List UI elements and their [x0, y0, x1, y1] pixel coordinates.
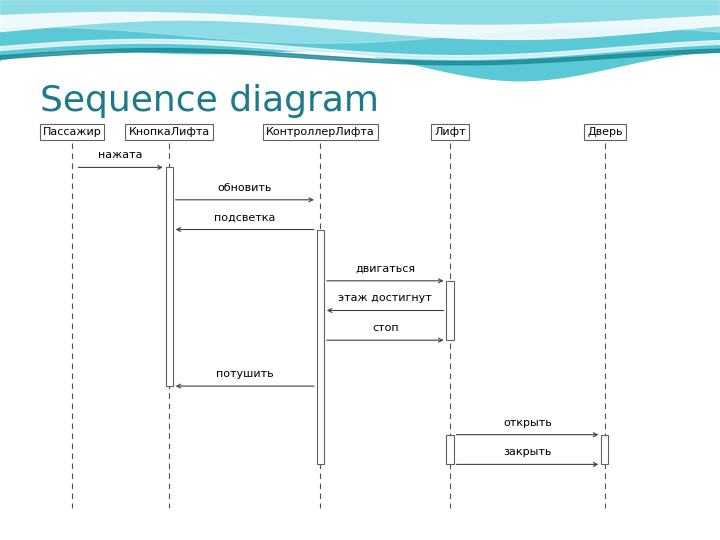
Bar — [166, 167, 173, 386]
Bar — [446, 435, 454, 464]
Text: КонтроллерЛифта: КонтроллерЛифта — [266, 127, 375, 137]
Text: Дверь: Дверь — [587, 127, 623, 137]
Text: Пассажир: Пассажир — [42, 127, 102, 137]
Text: Лифт: Лифт — [434, 127, 466, 137]
Bar — [601, 435, 608, 464]
Text: подсветка: подсветка — [214, 212, 276, 222]
Text: обновить: обновить — [217, 183, 272, 193]
Bar — [446, 281, 454, 340]
Text: нажата: нажата — [99, 150, 143, 160]
Text: потушить: потушить — [216, 369, 274, 379]
Text: стоп: стоп — [372, 323, 398, 333]
Text: КнопкаЛифта: КнопкаЛифта — [129, 127, 210, 137]
Text: открыть: открыть — [503, 417, 552, 428]
Text: этаж достигнут: этаж достигнут — [338, 293, 432, 303]
Text: Sequence diagram: Sequence diagram — [40, 84, 379, 118]
Bar — [317, 230, 324, 464]
Text: двигаться: двигаться — [355, 264, 415, 274]
Text: закрыть: закрыть — [503, 447, 552, 457]
